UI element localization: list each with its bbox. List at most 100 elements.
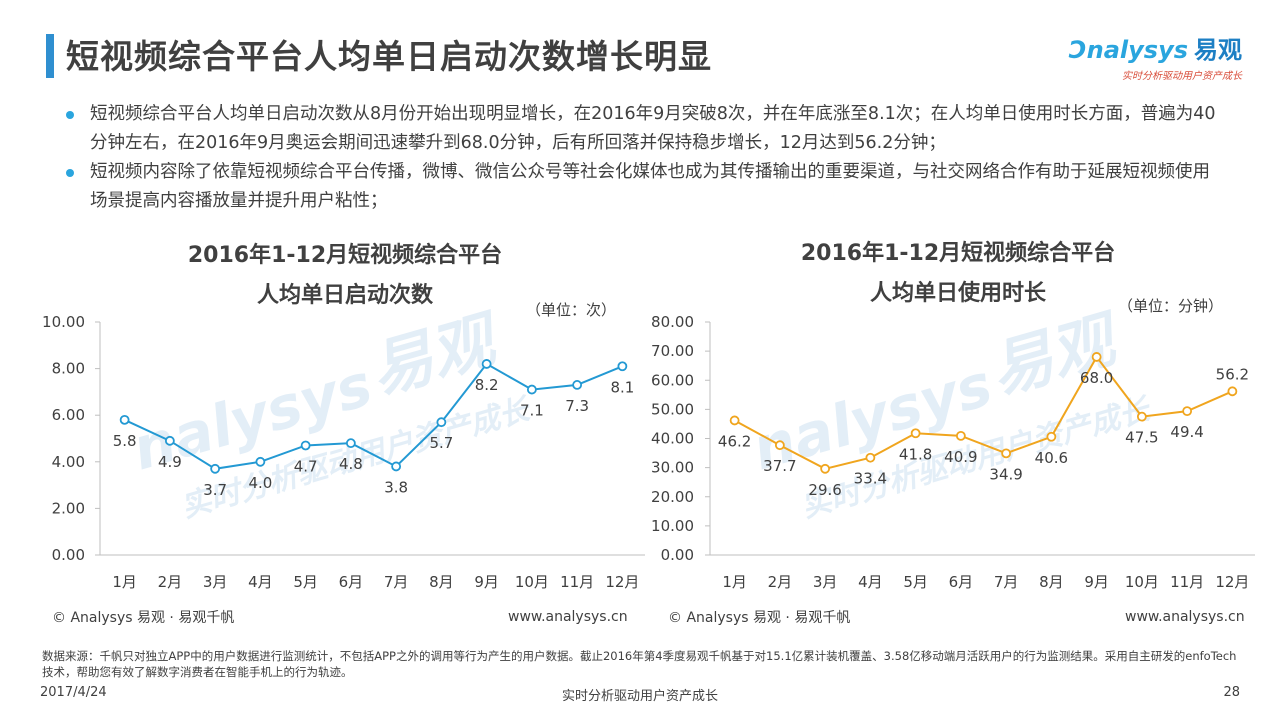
bullet-dot [66, 111, 74, 119]
series-line [124, 362, 623, 470]
data-label: 7.1 [520, 402, 544, 420]
logo-a-glyph: Ↄ [1069, 36, 1087, 64]
logo-text: nalysys [1086, 36, 1188, 64]
chart1-title-line2: 人均单日启动次数 [256, 283, 433, 308]
y-tick-label: 30.00 [651, 459, 694, 477]
y-tick-label: 6.00 [52, 406, 85, 424]
data-point [1046, 431, 1057, 442]
x-tick-label: 6月 [339, 573, 364, 591]
x-tick-label: 2月 [768, 573, 793, 591]
x-tick-label: 7月 [994, 573, 1019, 591]
x-tick-label: 4月 [858, 573, 883, 591]
x-tick-label: 8月 [429, 573, 454, 591]
y-tick-label: 10.00 [651, 517, 694, 535]
bullet-text: 短视频综合平台人均单日启动次数从8月份开始出现明显增长，在2016年9月突破8次… [90, 104, 1216, 153]
data-point [481, 359, 492, 369]
series-line [734, 355, 1233, 470]
x-tick-label: 11月 [560, 573, 594, 591]
data-label: 29.6 [808, 481, 841, 499]
y-tick-label: 0.00 [661, 546, 694, 564]
chart2-copyright: © Analysys 易观 · 易观千帆 [668, 610, 851, 626]
x-tick-label: 1月 [722, 573, 747, 591]
chart2-title: 2016年1-12月短视频综合平台 人均单日使用时长 [708, 234, 1208, 314]
data-point [865, 452, 876, 463]
x-tick-label: 3月 [203, 573, 228, 591]
data-label: 47.5 [1125, 429, 1158, 447]
title-accent-bar [46, 34, 54, 78]
chart1-copyright: © Analysys 易观 · 易观千帆 [52, 610, 235, 626]
bullet-item: 短视频内容除了依靠短视频综合平台传播，微博、微信公众号等社会化媒体也成为其传播输… [62, 158, 1222, 216]
page-number: 28 [1223, 685, 1240, 700]
bullet-item: 短视频综合平台人均单日启动次数从8月份开始出现明显增长，在2016年9月突破8次… [62, 100, 1222, 158]
chart1-website: www.analysys.cn [508, 609, 628, 625]
analysys-logo: Ↄnalysys 易观 实时分析驱动用户资产成长 [1069, 30, 1242, 82]
y-tick-label: 80.00 [651, 313, 694, 331]
data-point [255, 456, 266, 467]
data-label: 41.8 [899, 445, 932, 463]
data-label: 37.7 [763, 457, 796, 475]
x-tick-label: 2月 [158, 573, 183, 591]
y-tick-label: 4.00 [52, 453, 85, 471]
footer-date: 2017/4/24 [40, 685, 107, 700]
data-point [119, 414, 130, 425]
y-tick-label: 70.00 [651, 342, 694, 360]
data-label: 4.8 [339, 455, 363, 473]
data-label: 5.7 [429, 434, 453, 452]
y-tick-label: 8.00 [52, 360, 85, 378]
chart2-title-line1: 2016年1-12月短视频综合平台 [800, 241, 1116, 266]
x-tick-label: 5月 [293, 573, 318, 591]
data-label: 68.0 [1080, 369, 1113, 387]
data-point [1227, 386, 1238, 397]
data-label: 4.0 [248, 474, 272, 492]
x-tick-label: 9月 [474, 573, 499, 591]
x-tick-label: 3月 [813, 573, 838, 591]
data-point [955, 430, 966, 441]
data-label: 8.1 [610, 378, 634, 396]
data-point [210, 463, 221, 474]
data-label: 34.9 [989, 465, 1022, 483]
data-point [1182, 406, 1193, 417]
x-tick-label: 4月 [248, 573, 273, 591]
data-label: 4.9 [158, 453, 182, 471]
data-label: 56.2 [1216, 365, 1249, 383]
data-label: 33.4 [854, 470, 887, 488]
logo-cn: 易观 [1194, 36, 1242, 64]
y-tick-label: 40.00 [651, 430, 694, 448]
data-point [436, 417, 447, 428]
data-point [345, 438, 356, 449]
data-point [617, 361, 628, 372]
x-tick-label: 7月 [384, 573, 409, 591]
x-tick-label: 1月 [112, 573, 137, 591]
x-tick-label: 10月 [1125, 573, 1159, 591]
bullet-dot [66, 169, 74, 177]
x-tick-label: 12月 [605, 573, 639, 591]
x-tick-label: 10月 [515, 573, 549, 591]
chart2-website: www.analysys.cn [1125, 609, 1245, 625]
y-tick-label: 20.00 [651, 488, 694, 506]
chart2-unit: （单位：分钟） [1118, 297, 1224, 315]
x-tick-label: 5月 [903, 573, 928, 591]
page-title: 短视频综合平台人均单日启动次数增长明显 [66, 37, 712, 76]
x-tick-label: 6月 [949, 573, 974, 591]
data-label: 7.3 [565, 397, 589, 415]
data-label: 8.2 [475, 376, 499, 394]
data-point [729, 415, 740, 426]
chart2-title-line2: 人均单日使用时长 [869, 281, 1046, 306]
data-point [300, 440, 311, 451]
x-tick-label: 8月 [1039, 573, 1064, 591]
data-label: 3.7 [203, 481, 227, 499]
data-label: 40.6 [1035, 449, 1068, 467]
data-point [526, 384, 537, 395]
data-label: 5.8 [113, 432, 137, 450]
chart1-unit: （单位：次） [526, 301, 617, 319]
chart1-title: 2016年1-12月短视频综合平台 人均单日启动次数 [100, 236, 590, 316]
data-label: 40.9 [944, 448, 977, 466]
data-point [1136, 411, 1147, 422]
data-label: 49.4 [1170, 423, 1203, 441]
data-point [820, 463, 831, 474]
data-point [164, 435, 175, 446]
logo-slogan: 实时分析驱动用户资产成长 [1122, 71, 1242, 82]
y-tick-label: 50.00 [651, 400, 694, 418]
chart1-title-line1: 2016年1-12月短视频综合平台 [187, 243, 503, 268]
